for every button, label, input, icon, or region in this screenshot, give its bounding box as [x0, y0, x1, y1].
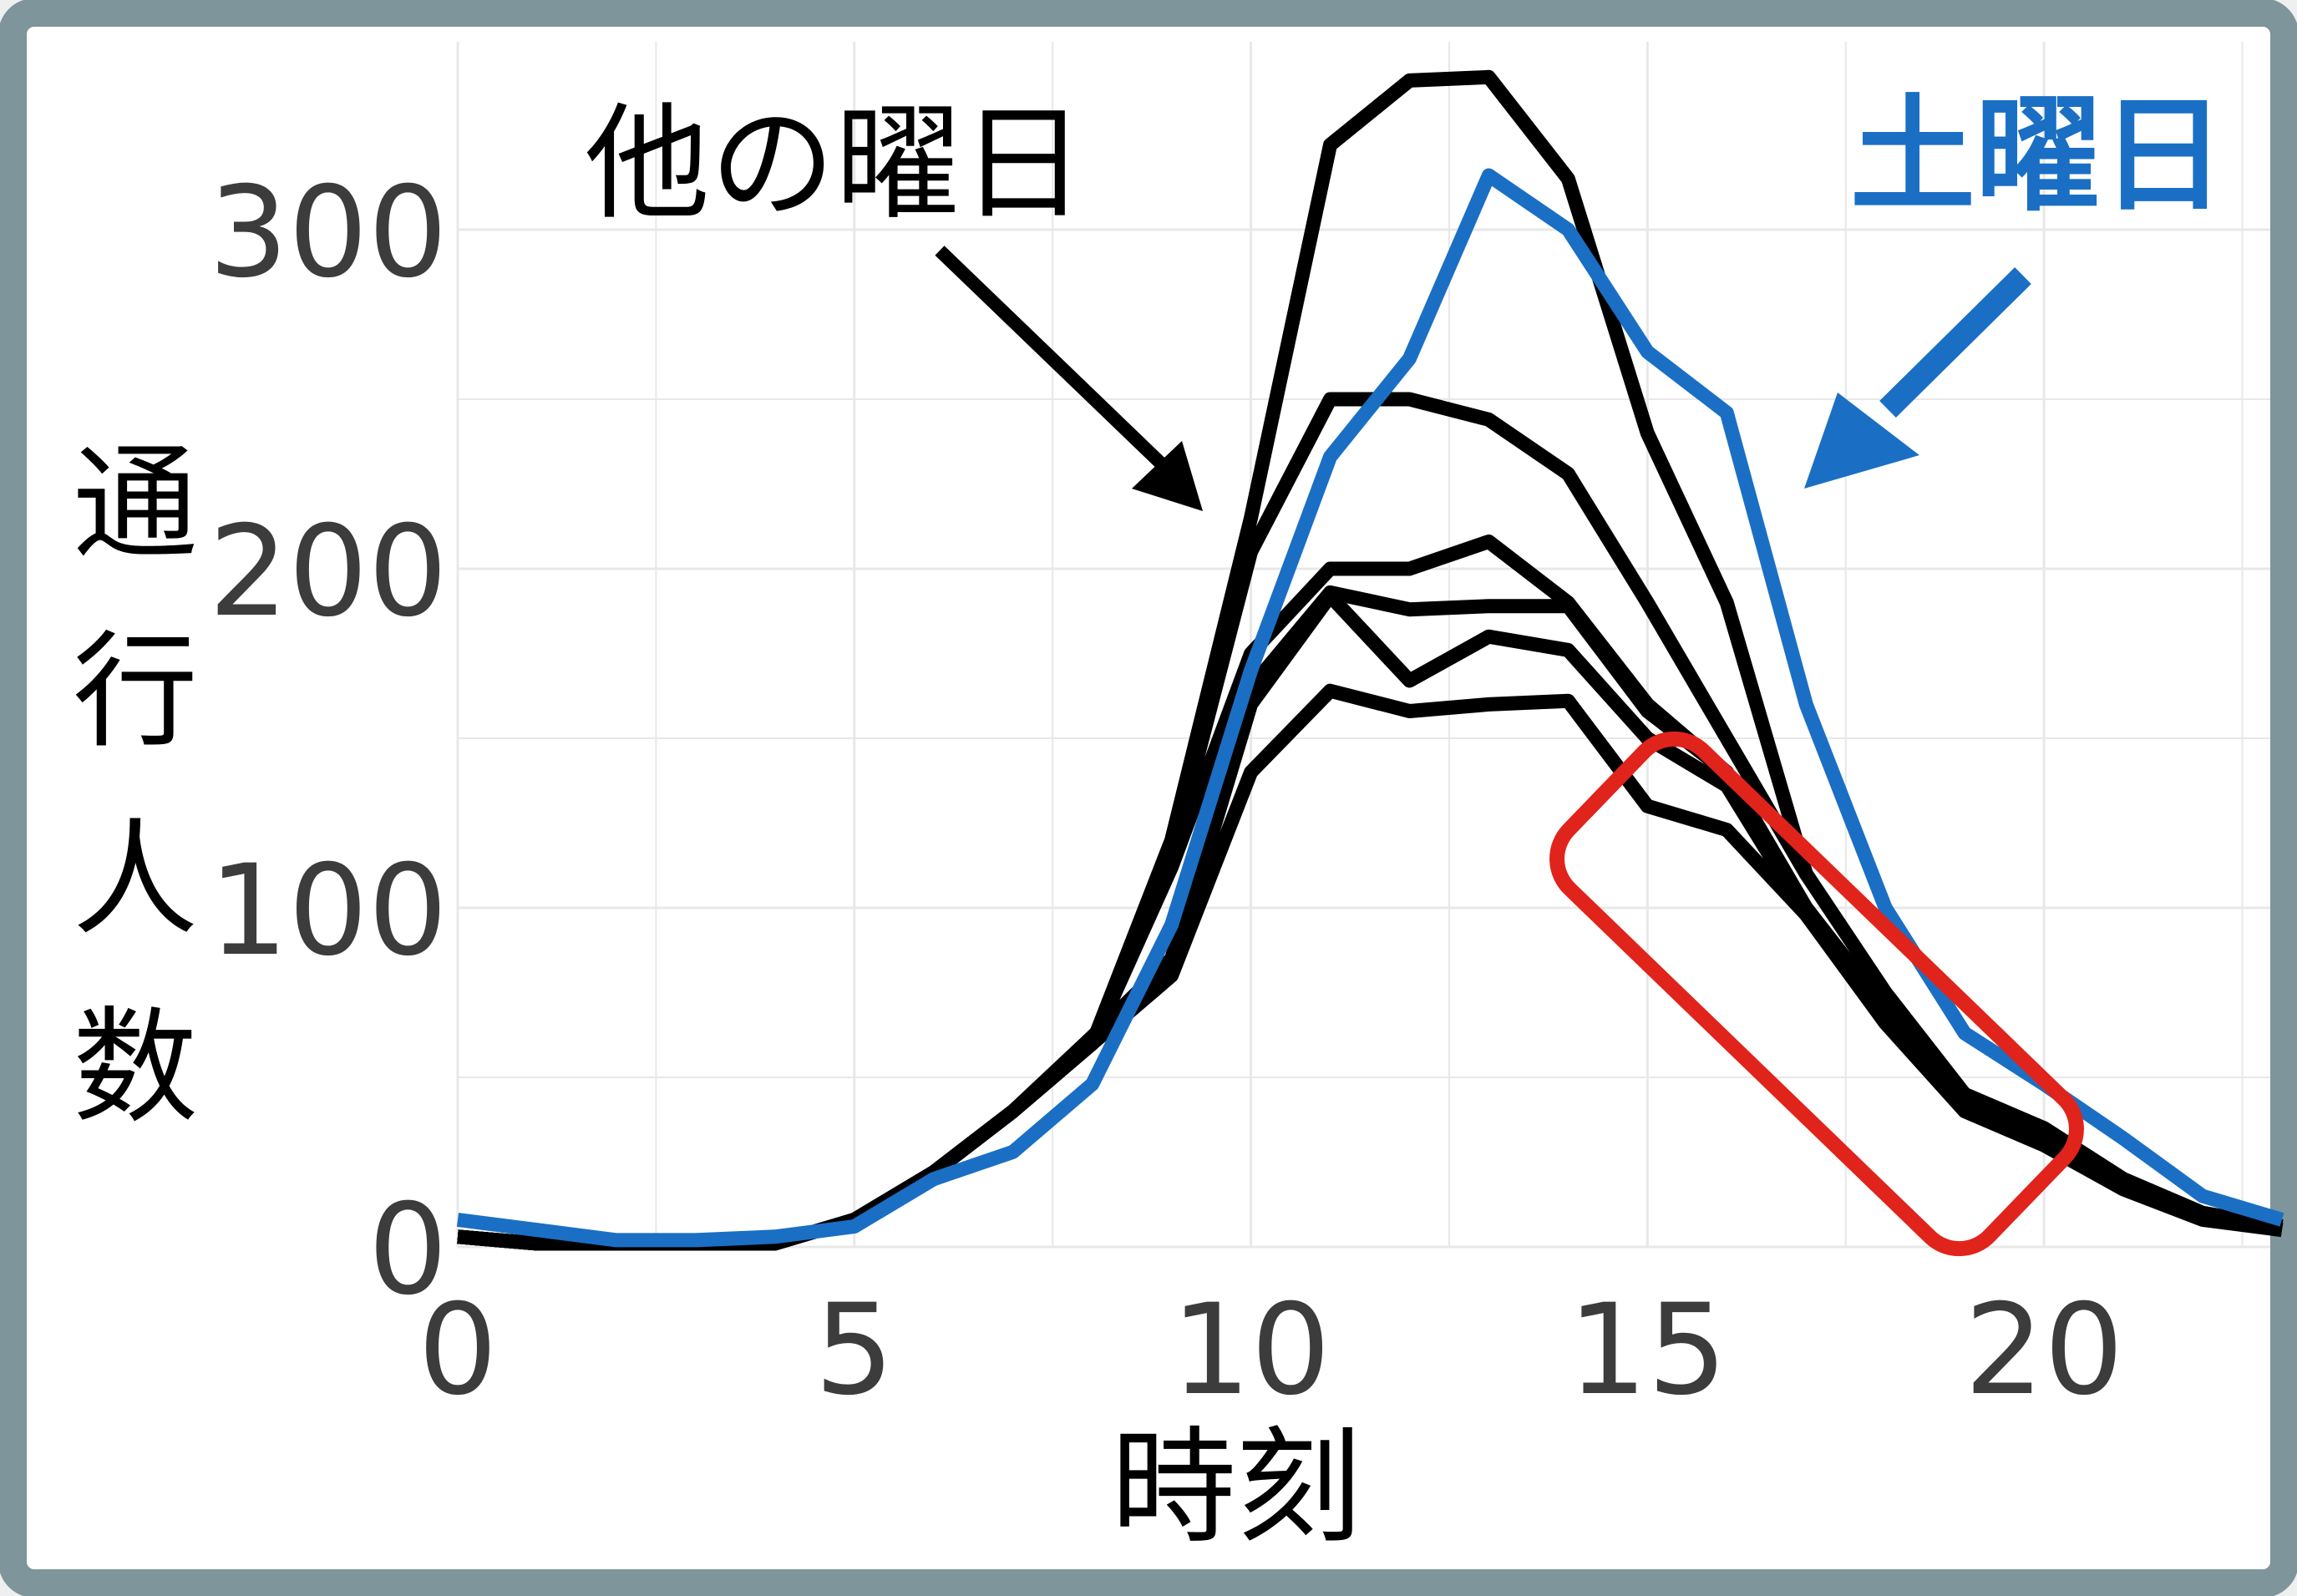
y-axis-title-char: 数	[73, 996, 198, 1141]
y-axis-title-char: 人	[73, 808, 198, 953]
y-axis-title-char: 通	[73, 432, 198, 577]
series-line-saturday	[456, 168, 2284, 1248]
x-tick-label: 0	[418, 1278, 497, 1423]
series-lines	[456, 69, 2284, 1251]
other-days-label: 他の曜日	[585, 92, 1086, 237]
x-tick-label: 15	[1568, 1278, 1727, 1423]
saturday-arrow	[1804, 267, 2031, 489]
x-tick-labels: 0 5 10 15 20	[418, 1278, 2123, 1423]
y-tick-label: 100	[209, 839, 448, 984]
x-tick-label: 20	[1965, 1278, 2124, 1423]
x-axis-title: 時刻	[1111, 1416, 1361, 1561]
y-axis-title-char: 行	[73, 620, 198, 765]
saturday-label: 土曜日	[1850, 84, 2226, 229]
highlight-box	[1549, 731, 2084, 1257]
y-tick-label: 0	[368, 1178, 448, 1323]
x-tick-label: 10	[1171, 1278, 1331, 1423]
y-tick-labels: 0 100 200 300	[209, 160, 448, 1323]
x-tick-label: 5	[814, 1278, 894, 1423]
other-days-arrow	[935, 246, 1203, 511]
gridlines	[456, 42, 2270, 1249]
y-tick-label: 300	[209, 160, 448, 306]
y-tick-label: 200	[209, 499, 448, 645]
